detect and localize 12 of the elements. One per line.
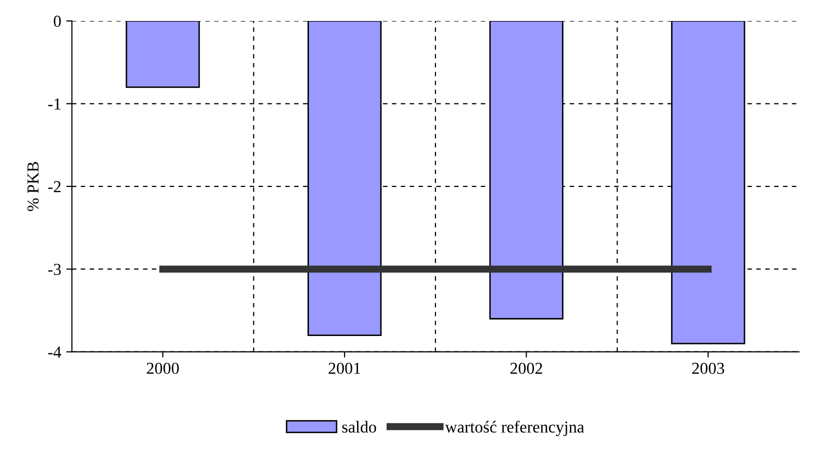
y-tick-label: 0 — [54, 16, 61, 27]
x-tick-label: 2002 — [510, 362, 542, 374]
y-tick-label: -2 — [48, 181, 61, 192]
y-tick-label: -1 — [48, 98, 60, 110]
y-tick-label: -4 — [48, 346, 62, 358]
legend-label: wartość referencyjna — [445, 420, 584, 436]
x-tick-label: 2001 — [328, 362, 360, 374]
y-tick-label: -3 — [48, 264, 61, 276]
x-tick-label: 2000 — [146, 362, 179, 374]
y-axis-title: % PKB — [27, 162, 39, 212]
x-tick-label: 2003 — [692, 362, 724, 374]
legend-label: saldo — [342, 420, 376, 433]
